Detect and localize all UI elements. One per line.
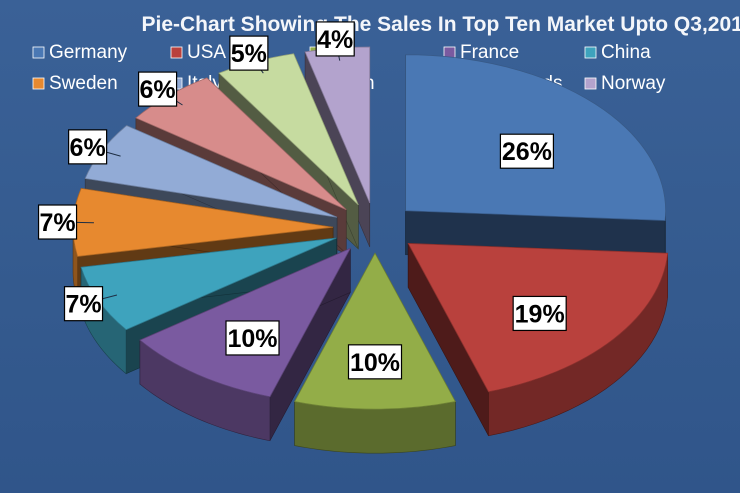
legend-label-sweden: Sweden xyxy=(49,73,118,94)
svg-text:6%: 6% xyxy=(140,76,176,104)
legend-label-france: France xyxy=(460,42,519,63)
svg-text:26%: 26% xyxy=(502,138,552,166)
svg-text:10%: 10% xyxy=(350,349,400,377)
data-label-france: 10% xyxy=(225,320,280,356)
svg-text:19%: 19% xyxy=(515,300,565,328)
svg-text:7%: 7% xyxy=(65,291,101,319)
data-label-italy: 6% xyxy=(68,129,108,165)
data-label-netherlands: 5% xyxy=(229,35,269,71)
data-label-usa: 19% xyxy=(512,295,567,332)
legend-swatch-germany xyxy=(32,46,45,59)
legend-label-norway: Norway xyxy=(601,73,666,94)
svg-text:6%: 6% xyxy=(70,134,106,162)
svg-text:4%: 4% xyxy=(317,26,353,54)
data-label-norway: 4% xyxy=(315,21,355,57)
legend-swatch-sweden xyxy=(32,77,45,90)
data-label-germany: 26% xyxy=(499,133,555,169)
pie-slice-uk xyxy=(294,252,456,410)
legend-label-usa: USA xyxy=(187,42,226,63)
svg-text:5%: 5% xyxy=(231,40,267,68)
legend-swatch-china xyxy=(584,46,597,59)
data-label-uk: 10% xyxy=(347,344,403,380)
svg-text:10%: 10% xyxy=(227,325,277,353)
legend-label-germany: Germany xyxy=(49,42,128,63)
legend-swatch-usa xyxy=(170,46,183,59)
data-label-china: 7% xyxy=(63,286,104,322)
legend-swatch-norway xyxy=(584,77,597,90)
chart-title: Pie-Chart Showing The Sales In Top Ten M… xyxy=(142,13,740,36)
svg-text:7%: 7% xyxy=(39,209,75,237)
data-labels: 26% 19% 10% 10% 7% 7% 6% 6% 5% 4% xyxy=(37,21,567,380)
data-label-sweden: 7% xyxy=(37,204,78,240)
legend-label-china: China xyxy=(601,42,651,63)
data-label-spain: 6% xyxy=(137,71,178,107)
